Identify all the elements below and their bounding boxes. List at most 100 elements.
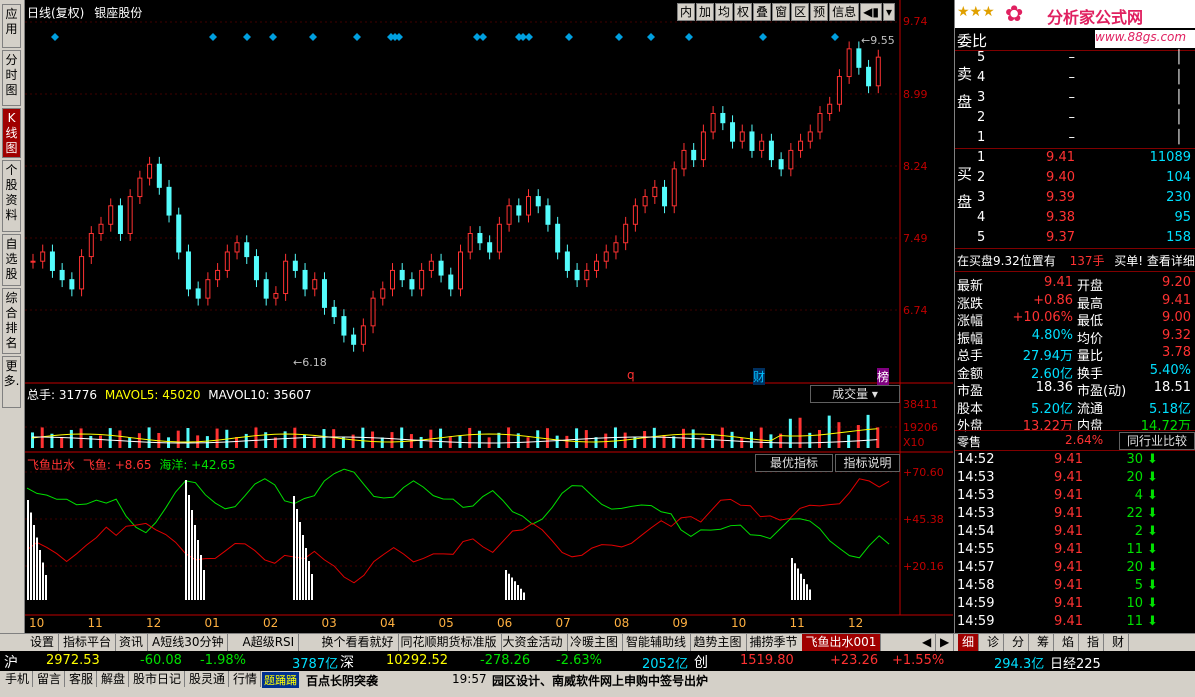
indicator-tab[interactable]: 换个看看就好 [318, 634, 399, 651]
tick-row[interactable]: 14:53 9.41 4 ⬇ [955, 488, 1195, 506]
marker-q[interactable]: q [627, 368, 635, 382]
stat-row[interactable]: 涨跌 +0.86 最高 9.41 [955, 293, 1195, 312]
tick-row[interactable]: 14:53 9.41 22 ⬇ [955, 506, 1195, 524]
tick-row[interactable]: 14:53 9.41 20 ⬇ [955, 470, 1195, 488]
bid-row[interactable]: 3 9.39 230 [955, 190, 1195, 208]
tab-intraday[interactable]: 分时图 [2, 50, 21, 106]
indicator-tab[interactable]: 指标平台 [59, 634, 117, 651]
scroll-left-icon[interactable]: ◀ [918, 634, 937, 651]
tool-ma[interactable]: 均 [715, 3, 734, 21]
volume-bar [128, 437, 132, 448]
speaker-icon[interactable]: ◀▮ [860, 3, 882, 21]
tick-row[interactable]: 14:59 9.41 10 ⬇ [955, 596, 1195, 614]
scroll-right-icon[interactable]: ▶ [936, 634, 955, 651]
panel-tab[interactable]: 焰 [1058, 634, 1080, 651]
volume-bar [827, 415, 831, 448]
tab-stock-info[interactable]: 个股资料 [2, 160, 21, 232]
cell: 9.41 [1054, 578, 1083, 593]
indicator-tab[interactable]: 冷暖主图 [566, 634, 624, 651]
cell: 9.00 [1162, 310, 1191, 325]
panel-tab[interactable]: 财 [1108, 634, 1130, 651]
nikkei-label[interactable]: 日经225 [1050, 657, 1101, 672]
status-item[interactable]: 留言 [34, 671, 66, 687]
tool-overlay[interactable]: 叠 [753, 3, 772, 21]
brand-url[interactable]: www.88gs.com [1095, 30, 1195, 48]
volume-bar [652, 427, 656, 448]
stat-row[interactable]: 最新 9.41 开盘 9.20 [955, 275, 1195, 294]
best-indicator-button[interactable]: 最优指标 [755, 454, 833, 472]
tab-watchlist[interactable]: 自选股 [2, 234, 21, 286]
status-item[interactable]: 解盘 [98, 671, 130, 687]
stat-row[interactable]: 金额 2.60亿 换手 5.40% [955, 363, 1195, 382]
tick-row[interactable]: 14:57 9.41 20 ⬇ [955, 560, 1195, 578]
tick-row[interactable]: 14:54 9.41 2 ⬇ [955, 524, 1195, 542]
cell: ⬇ [1147, 578, 1158, 593]
tool-info[interactable]: 信息 [829, 3, 860, 21]
tool-range[interactable]: 区 [791, 3, 810, 21]
marker-finance[interactable]: 财 [753, 368, 766, 385]
ask-row[interactable]: 1 – │ [955, 130, 1195, 148]
indicator-tab[interactable]: 飞鱼出水001 [801, 634, 882, 651]
indicator-tab[interactable]: A短线30分钟 [148, 634, 229, 651]
tool-inner[interactable]: 内 [676, 3, 695, 21]
candle-body [215, 269, 221, 281]
ask-row[interactable]: 5 – │ [955, 50, 1195, 68]
tick-row[interactable]: 14:59 9.41 11 ⬇ [955, 614, 1195, 632]
stat-row[interactable]: 总手 27.94万 量比 3.78 [955, 345, 1195, 364]
status-item[interactable]: 手机 [2, 671, 34, 687]
indicator-tab[interactable]: 趋势主图 [690, 634, 747, 651]
indicator-tab[interactable]: 捕捞季节 [746, 634, 803, 651]
cell: 9.20 [1162, 275, 1191, 290]
tool-window[interactable]: 窗 [772, 3, 791, 21]
bid-row[interactable]: 4 9.38 95 [955, 210, 1195, 228]
tick-row[interactable]: 14:58 9.41 5 ⬇ [955, 578, 1195, 596]
panel-tab[interactable]: 筹 [1033, 634, 1055, 651]
marker-rank[interactable]: 榜 [877, 368, 890, 385]
status-item[interactable]: 行情 [230, 671, 262, 687]
panel-tab[interactable]: 诊 [983, 634, 1005, 651]
status-item[interactable]: 客服 [66, 671, 98, 687]
ticker-text[interactable]: 百点长阴突袭 [306, 674, 379, 688]
indicator-tab[interactable]: A超级RSI [239, 634, 300, 651]
candle-body [778, 159, 784, 170]
industry-compare-button[interactable]: 同行业比较 [1119, 432, 1195, 450]
ask-row[interactable]: 2 – │ [955, 110, 1195, 128]
tick-row[interactable]: 14:55 9.41 11 ⬇ [955, 542, 1195, 560]
indicator-tab[interactable]: 大资金活动 [499, 634, 568, 651]
indicator-tab[interactable]: 设置 [26, 634, 60, 651]
indicator-explain-button[interactable]: 指标说明 [835, 454, 900, 472]
bid-row[interactable]: 2 9.40 104 [955, 170, 1195, 188]
volume-select[interactable]: 成交量 ▾ [810, 385, 900, 403]
stat-row[interactable]: 市盈 18.36 市盈(动) 18.51 [955, 380, 1195, 399]
indicator-tab[interactable]: 智能辅助线 [622, 634, 692, 651]
tab-kline[interactable]: K线图 [2, 108, 21, 158]
tab-more[interactable]: 更多. [2, 356, 21, 408]
dropdown-icon[interactable]: ▾ [882, 3, 895, 21]
status-item[interactable]: 股灵通 [186, 671, 230, 687]
news-headline[interactable]: 园区设计、南威软件网上申购中签号出炉 [492, 674, 709, 688]
tick-row[interactable]: 14:52 9.41 30 ⬇ [955, 452, 1195, 470]
ticker-badge: 题踊踊 [262, 672, 299, 688]
tool-rights[interactable]: 权 [734, 3, 753, 21]
tool-forecast[interactable]: 预 [810, 3, 829, 21]
indicator-tab[interactable]: 资讯 [115, 634, 149, 651]
tool-add[interactable]: 加 [696, 3, 715, 21]
chart-area[interactable]: 日线(复权) 银座股份 内 加 均 权 叠 窗 区 预 信息 ◀▮ ▾ [25, 0, 953, 633]
ask-row[interactable]: 4 – │ [955, 70, 1195, 88]
tab-apps[interactable]: 应用 [2, 4, 21, 48]
indicator-tab[interactable]: 同花顺期货标准版 [397, 634, 502, 651]
panel-tab[interactable]: 细 [958, 634, 980, 651]
stat-row[interactable]: 振幅 4.80% 均价 9.32 [955, 328, 1195, 347]
status-item[interactable]: 股市日记 [130, 671, 186, 687]
candle-body [69, 279, 75, 290]
big-order-notice[interactable]: 在买盘9.32位置有 137手 买单! 查看详细 [957, 254, 1195, 268]
bid-row[interactable]: 1 9.41 11089 [955, 150, 1195, 168]
stat-row[interactable]: 股本 5.20亿 流通 5.18亿 [955, 398, 1195, 417]
bid-row[interactable]: 5 9.37 158 [955, 230, 1195, 248]
panel-tab[interactable]: 指 [1083, 634, 1105, 651]
tab-ranking[interactable]: 综合排名 [2, 288, 21, 354]
ask-row[interactable]: 3 – │ [955, 90, 1195, 108]
stat-row[interactable]: 涨幅 +10.06% 最低 9.00 [955, 310, 1195, 329]
panel-tab[interactable]: 分 [1008, 634, 1030, 651]
volume-bar [380, 437, 384, 448]
